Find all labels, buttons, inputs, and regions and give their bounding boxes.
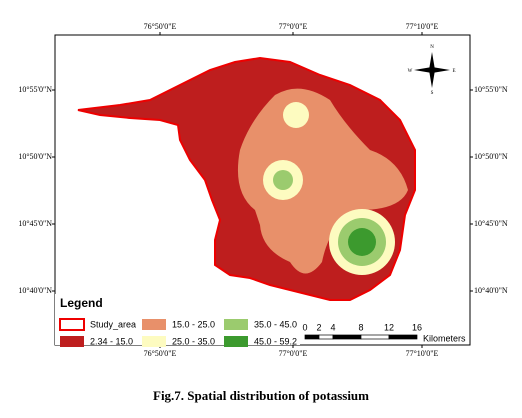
legend-box bbox=[55, 294, 300, 345]
latitude-label: 10°50'0"N bbox=[18, 152, 52, 161]
legend-label: 45.0 - 59.2 bbox=[254, 336, 297, 346]
scale-label: 0 bbox=[302, 322, 307, 332]
scale-label: 2 bbox=[316, 322, 321, 332]
legend-swatch bbox=[59, 318, 85, 331]
scale-segment bbox=[388, 334, 418, 340]
longitude-label: 77°0'0"E bbox=[279, 22, 308, 31]
legend-swatch bbox=[60, 336, 84, 347]
scale-unit: Kilometers bbox=[423, 333, 466, 343]
legend-label: 25.0 - 35.0 bbox=[172, 336, 215, 346]
longitude-label: 76°50'0"E bbox=[144, 22, 177, 31]
zone-highest bbox=[348, 228, 376, 256]
region-mid bbox=[237, 88, 408, 274]
latitude-label: 10°45'0"N bbox=[474, 219, 508, 228]
legend-label: 15.0 - 25.0 bbox=[172, 319, 215, 329]
latitude-label: 10°55'0"N bbox=[18, 85, 52, 94]
legend-swatch bbox=[142, 336, 166, 347]
zone-higher bbox=[273, 170, 293, 190]
south-label: S bbox=[431, 91, 434, 96]
legend-swatch bbox=[224, 319, 248, 330]
scale-label: 8 bbox=[358, 322, 363, 332]
scale-segment bbox=[318, 334, 334, 340]
latitude-label: 10°45'0"N bbox=[18, 219, 52, 228]
scale-segment bbox=[360, 334, 390, 340]
legend-label: 35.0 - 45.0 bbox=[254, 319, 297, 329]
legend-title: Legend bbox=[60, 296, 103, 310]
longitude-label: 77°10'0"E bbox=[406, 349, 439, 358]
latitude-label: 10°50'0"N bbox=[474, 152, 508, 161]
longitude-label: 77°10'0"E bbox=[406, 22, 439, 31]
legend-swatch bbox=[224, 336, 248, 347]
legend-swatch bbox=[142, 319, 166, 330]
legend-label: Study_area bbox=[90, 319, 136, 329]
latitude-label: 10°40'0"N bbox=[474, 286, 508, 295]
longitude-label: 76°50'0"E bbox=[144, 349, 177, 358]
legend-label: 2.34 - 15.0 bbox=[90, 336, 133, 346]
zone-high bbox=[283, 102, 309, 128]
scale-label: 12 bbox=[384, 322, 394, 332]
longitude-label: 77°0'0"E bbox=[279, 349, 308, 358]
latitude-label: 10°40'0"N bbox=[18, 286, 52, 295]
scale-segment bbox=[304, 334, 320, 340]
west-label: W bbox=[408, 69, 413, 74]
caption: Fig.7. Spatial distribution of potassium bbox=[153, 388, 369, 403]
scale-label: 16 bbox=[412, 322, 422, 332]
north-label: N bbox=[430, 45, 434, 50]
scale-label: 4 bbox=[330, 322, 335, 332]
north-arrow: N E S W bbox=[408, 45, 456, 96]
latitude-label: 10°55'0"N bbox=[474, 85, 508, 94]
scale-segment bbox=[332, 334, 362, 340]
east-label: E bbox=[452, 69, 455, 74]
